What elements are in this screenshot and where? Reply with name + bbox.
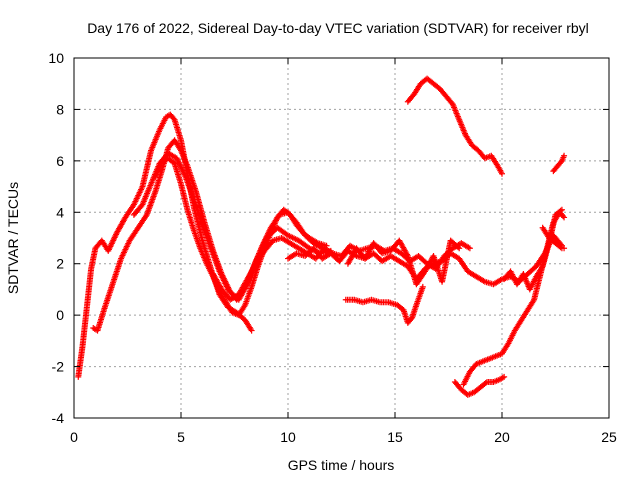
data-point [561, 152, 568, 159]
series-track-7 [344, 237, 463, 288]
chart-title: Day 176 of 2022, Sidereal Day-to-day VTE… [87, 20, 589, 36]
y-tick-label: 10 [48, 50, 64, 66]
plot-frame [73, 57, 610, 419]
data-point [466, 245, 473, 252]
x-tick-label: 5 [177, 429, 185, 445]
y-tick-label: 6 [56, 153, 64, 169]
y-tick-label: -4 [52, 410, 65, 426]
y-axis-label: SDTVAR / TECUs [5, 182, 21, 294]
marker-fill [559, 213, 566, 220]
marker-fill [454, 244, 461, 251]
data-point [501, 373, 508, 380]
series-track-1 [75, 111, 255, 380]
x-tick-label: 10 [280, 429, 296, 445]
x-tick-label: 25 [601, 429, 617, 445]
axis-ticks: 0 5 10 15 20 25 -4 -2 0 2 4 6 8 10 [48, 50, 617, 445]
series-track-9 [404, 75, 505, 177]
y-tick-label: 0 [56, 307, 64, 323]
y-tick-label: 8 [56, 101, 64, 117]
data-point [456, 245, 463, 252]
x-tick-label: 0 [70, 429, 78, 445]
series-track-8 [342, 283, 426, 326]
marker-fill [557, 207, 564, 214]
data-point [248, 327, 255, 334]
data-point [561, 245, 568, 252]
series-track-10 [451, 373, 508, 398]
series-track-2 [90, 137, 334, 334]
x-axis-label: GPS time / hours [288, 457, 395, 473]
y-tick-label: 4 [56, 204, 64, 220]
y-tick-label: -2 [52, 359, 65, 375]
grid-lines [74, 58, 609, 418]
data-point [499, 170, 505, 177]
data-marks [75, 75, 568, 398]
data-point [561, 214, 568, 221]
series-track-12 [501, 206, 565, 293]
y-tick-label: 2 [56, 256, 64, 272]
data-point [558, 206, 565, 213]
x-tick-label: 20 [494, 429, 510, 445]
marker-fill [557, 159, 564, 166]
series-track-13 [550, 152, 568, 175]
marker-fill [482, 380, 489, 387]
marker-fill [557, 244, 564, 251]
data-point [419, 283, 426, 290]
series-track-14 [539, 224, 568, 252]
x-tick-label: 15 [387, 429, 403, 445]
